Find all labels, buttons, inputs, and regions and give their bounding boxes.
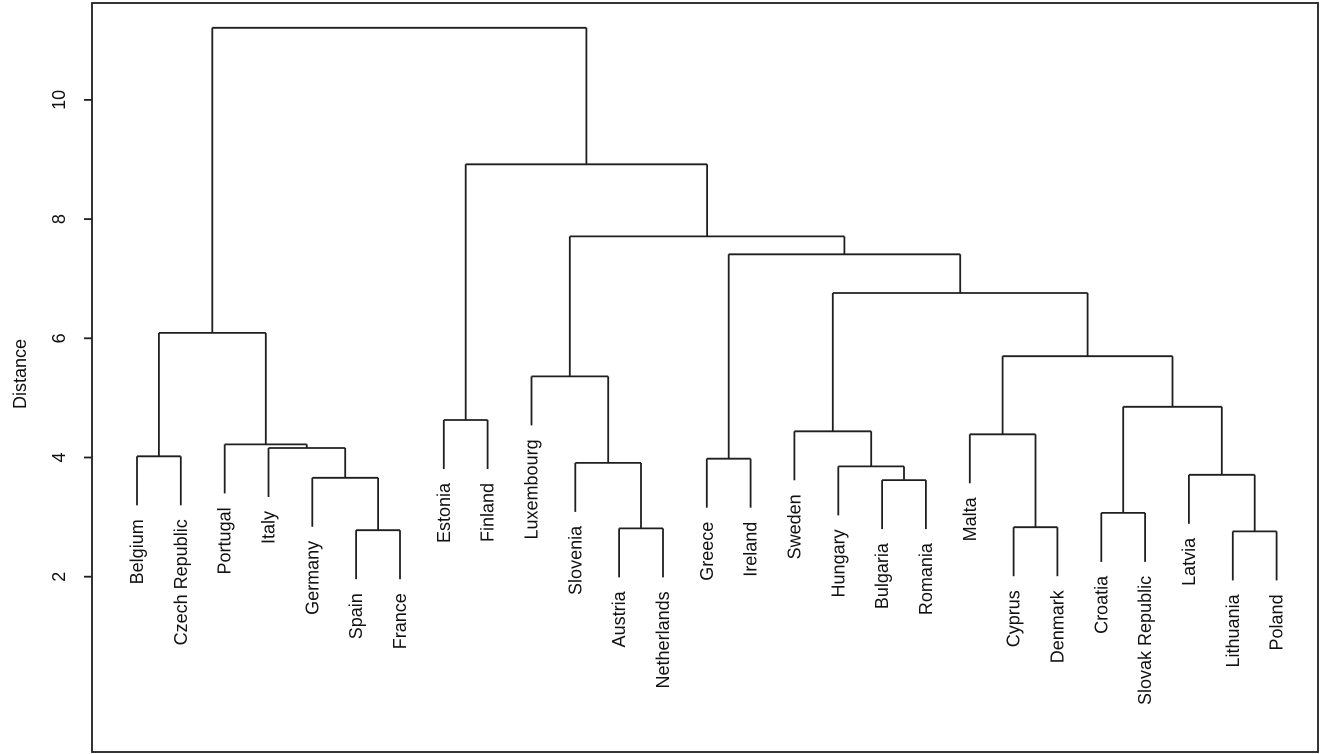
- leaf-label-portugal: Portugal: [215, 507, 235, 574]
- leaf-label-bulgaria: Bulgaria: [872, 542, 892, 609]
- y-axis-tick-label: 2: [49, 572, 69, 582]
- leaf-label-austria: Austria: [609, 590, 629, 647]
- leaf-label-greece: Greece: [697, 522, 717, 581]
- y-axis-title: Distance: [10, 339, 30, 409]
- leaf-label-latvia: Latvia: [1179, 537, 1199, 586]
- leaf-label-malta: Malta: [960, 496, 980, 541]
- y-axis-tick-label: 10: [49, 90, 69, 110]
- leaf-label-czech-republic: Czech Republic: [171, 519, 191, 645]
- leaf-label-poland: Poland: [1267, 594, 1287, 650]
- leaf-label-luxembourg: Luxembourg: [522, 439, 542, 539]
- leaf-label-denmark: Denmark: [1047, 589, 1067, 663]
- plot-border: [91, 2, 1319, 753]
- leaf-label-netherlands: Netherlands: [653, 591, 673, 688]
- leaf-label-slovak-republic: Slovak Republic: [1135, 576, 1155, 705]
- leaf-label-spain: Spain: [346, 593, 366, 639]
- leaf-label-italy: Italy: [259, 511, 279, 544]
- leaf-label-slovenia: Slovenia: [565, 525, 585, 595]
- y-axis-tick-label: 6: [49, 333, 69, 343]
- leaf-label-croatia: Croatia: [1091, 575, 1111, 634]
- leaf-label-hungary: Hungary: [828, 529, 848, 597]
- leaf-label-france: France: [390, 593, 410, 649]
- leaf-label-germany: Germany: [302, 541, 322, 615]
- y-axis-tick-label: 8: [49, 214, 69, 224]
- leaf-label-estonia: Estonia: [434, 482, 454, 543]
- leaf-label-lithuania: Lithuania: [1223, 593, 1243, 667]
- leaf-label-romania: Romania: [916, 542, 936, 615]
- leaf-label-ireland: Ireland: [741, 522, 761, 577]
- leaf-label-sweden: Sweden: [784, 494, 804, 559]
- leaf-label-finland: Finland: [478, 483, 498, 542]
- y-axis-tick-label: 4: [49, 452, 69, 462]
- leaf-label-belgium: Belgium: [127, 519, 147, 584]
- leaf-label-cyprus: Cyprus: [1004, 590, 1024, 647]
